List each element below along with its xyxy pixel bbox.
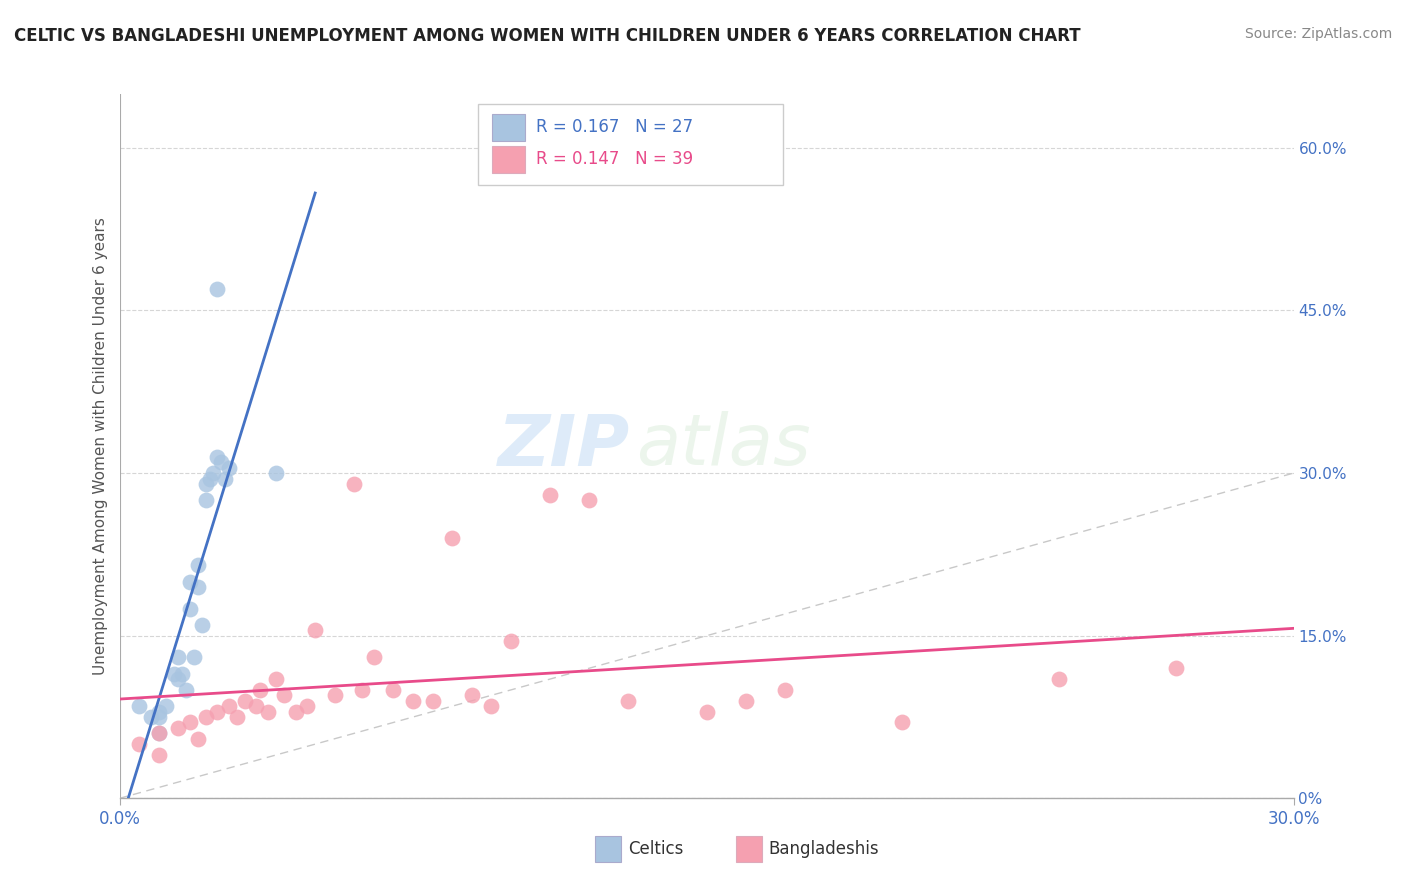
Point: [225, 710, 249, 724]
Point: [207, 450, 229, 464]
Point: [233, 694, 256, 708]
Point: [273, 689, 295, 703]
Point: [148, 705, 170, 719]
Point: [1166, 661, 1188, 675]
Point: [343, 477, 366, 491]
Bar: [735, 837, 762, 862]
Point: [148, 726, 170, 740]
Point: [323, 689, 346, 703]
Point: [352, 682, 374, 697]
Point: [284, 705, 307, 719]
Point: [187, 558, 209, 573]
Point: [617, 694, 640, 708]
Bar: [492, 114, 524, 141]
Point: [148, 710, 170, 724]
Point: [460, 689, 484, 703]
Point: [479, 699, 502, 714]
Point: [773, 682, 796, 697]
Point: [696, 705, 718, 719]
Point: [194, 477, 217, 491]
Point: [167, 672, 190, 686]
Text: CELTIC VS BANGLADESHI UNEMPLOYMENT AMONG WOMEN WITH CHILDREN UNDER 6 YEARS CORRE: CELTIC VS BANGLADESHI UNEMPLOYMENT AMONG…: [14, 27, 1081, 45]
Point: [207, 282, 229, 296]
Point: [209, 455, 232, 469]
Text: Source: ZipAtlas.com: Source: ZipAtlas.com: [1244, 27, 1392, 41]
Point: [214, 471, 236, 485]
Point: [128, 737, 150, 751]
Point: [179, 574, 201, 589]
Point: [891, 715, 914, 730]
Point: [257, 705, 280, 719]
Point: [198, 471, 221, 485]
Point: [148, 726, 170, 740]
Bar: [492, 145, 524, 172]
Text: ZIP: ZIP: [498, 411, 630, 481]
Y-axis label: Unemployment Among Women with Children Under 6 years: Unemployment Among Women with Children U…: [93, 217, 108, 675]
Bar: [595, 837, 621, 862]
Point: [163, 666, 186, 681]
Point: [167, 721, 190, 735]
Point: [179, 715, 201, 730]
Text: Celtics: Celtics: [628, 840, 683, 858]
Bar: [478, 104, 783, 186]
Point: [167, 650, 190, 665]
Point: [187, 580, 209, 594]
Point: [422, 694, 444, 708]
Point: [218, 699, 240, 714]
Point: [734, 694, 756, 708]
Point: [207, 705, 229, 719]
Point: [172, 666, 194, 681]
Text: R = 0.147   N = 39: R = 0.147 N = 39: [536, 150, 693, 169]
Point: [382, 682, 405, 697]
Point: [183, 650, 205, 665]
Point: [304, 624, 326, 638]
Text: Bangladeshis: Bangladeshis: [769, 840, 879, 858]
Point: [218, 460, 240, 475]
Point: [264, 672, 287, 686]
Point: [402, 694, 425, 708]
Point: [538, 488, 561, 502]
Point: [499, 634, 522, 648]
Point: [249, 682, 271, 697]
Point: [297, 699, 319, 714]
Point: [187, 731, 209, 746]
Point: [202, 466, 225, 480]
Point: [179, 601, 201, 615]
Point: [174, 682, 197, 697]
Point: [194, 493, 217, 508]
Point: [139, 710, 162, 724]
Text: atlas: atlas: [636, 411, 811, 481]
Point: [578, 493, 600, 508]
Point: [245, 699, 267, 714]
Point: [1047, 672, 1070, 686]
Point: [148, 747, 170, 762]
Point: [441, 531, 464, 545]
Point: [363, 650, 385, 665]
Point: [128, 699, 150, 714]
Point: [155, 699, 177, 714]
Point: [190, 618, 212, 632]
Text: R = 0.167   N = 27: R = 0.167 N = 27: [536, 119, 693, 136]
Point: [264, 466, 287, 480]
Point: [194, 710, 217, 724]
